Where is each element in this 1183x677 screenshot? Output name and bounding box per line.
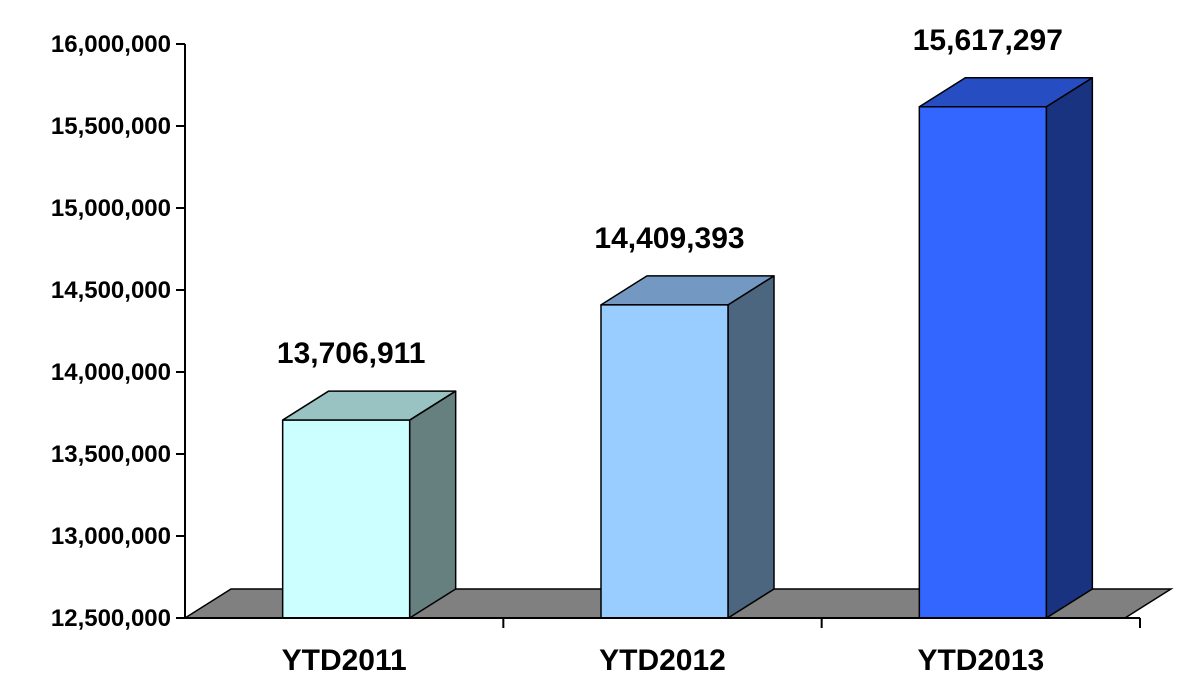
x-tick-label: YTD2012 (599, 644, 726, 677)
data-label: 14,409,393 (594, 222, 744, 255)
bar-side (408, 390, 457, 619)
y-axis-ticks: 12,500,000 13,000,000 13,500,000 14,000,000… (51, 31, 185, 632)
y-tick-label: 14,500,000 (51, 277, 171, 304)
y-tick-label: 12,500,000 (51, 605, 171, 632)
bars: 13,706,911 14,409,393 15,617,297 (277, 24, 1094, 619)
bar-side (727, 275, 775, 619)
bar-front (600, 304, 729, 619)
y-tick-label: 13,500,000 (51, 441, 171, 468)
y-tick-label: 15,500,000 (51, 113, 171, 140)
x-axis-ticks: YTD2011 YTD2012 YTD2013 (282, 618, 1141, 677)
bar-front (281, 419, 411, 619)
bar: 15,617,297 (913, 24, 1094, 619)
y-tick-label: 14,000,000 (51, 359, 171, 386)
y-tick-label: 15,000,000 (51, 195, 171, 222)
bar-side (1045, 77, 1094, 619)
y-tick-label: 13,000,000 (51, 523, 171, 550)
data-label: 13,706,911 (277, 337, 426, 370)
x-tick-label: YTD2013 (917, 644, 1044, 677)
x-tick-label: YTD2011 (282, 644, 407, 677)
bar: 14,409,393 (594, 222, 775, 619)
data-label: 15,617,297 (913, 24, 1063, 57)
bar-front (918, 106, 1048, 619)
y-tick-label: 16,000,000 (51, 31, 171, 58)
bar: 13,706,911 (277, 337, 457, 619)
